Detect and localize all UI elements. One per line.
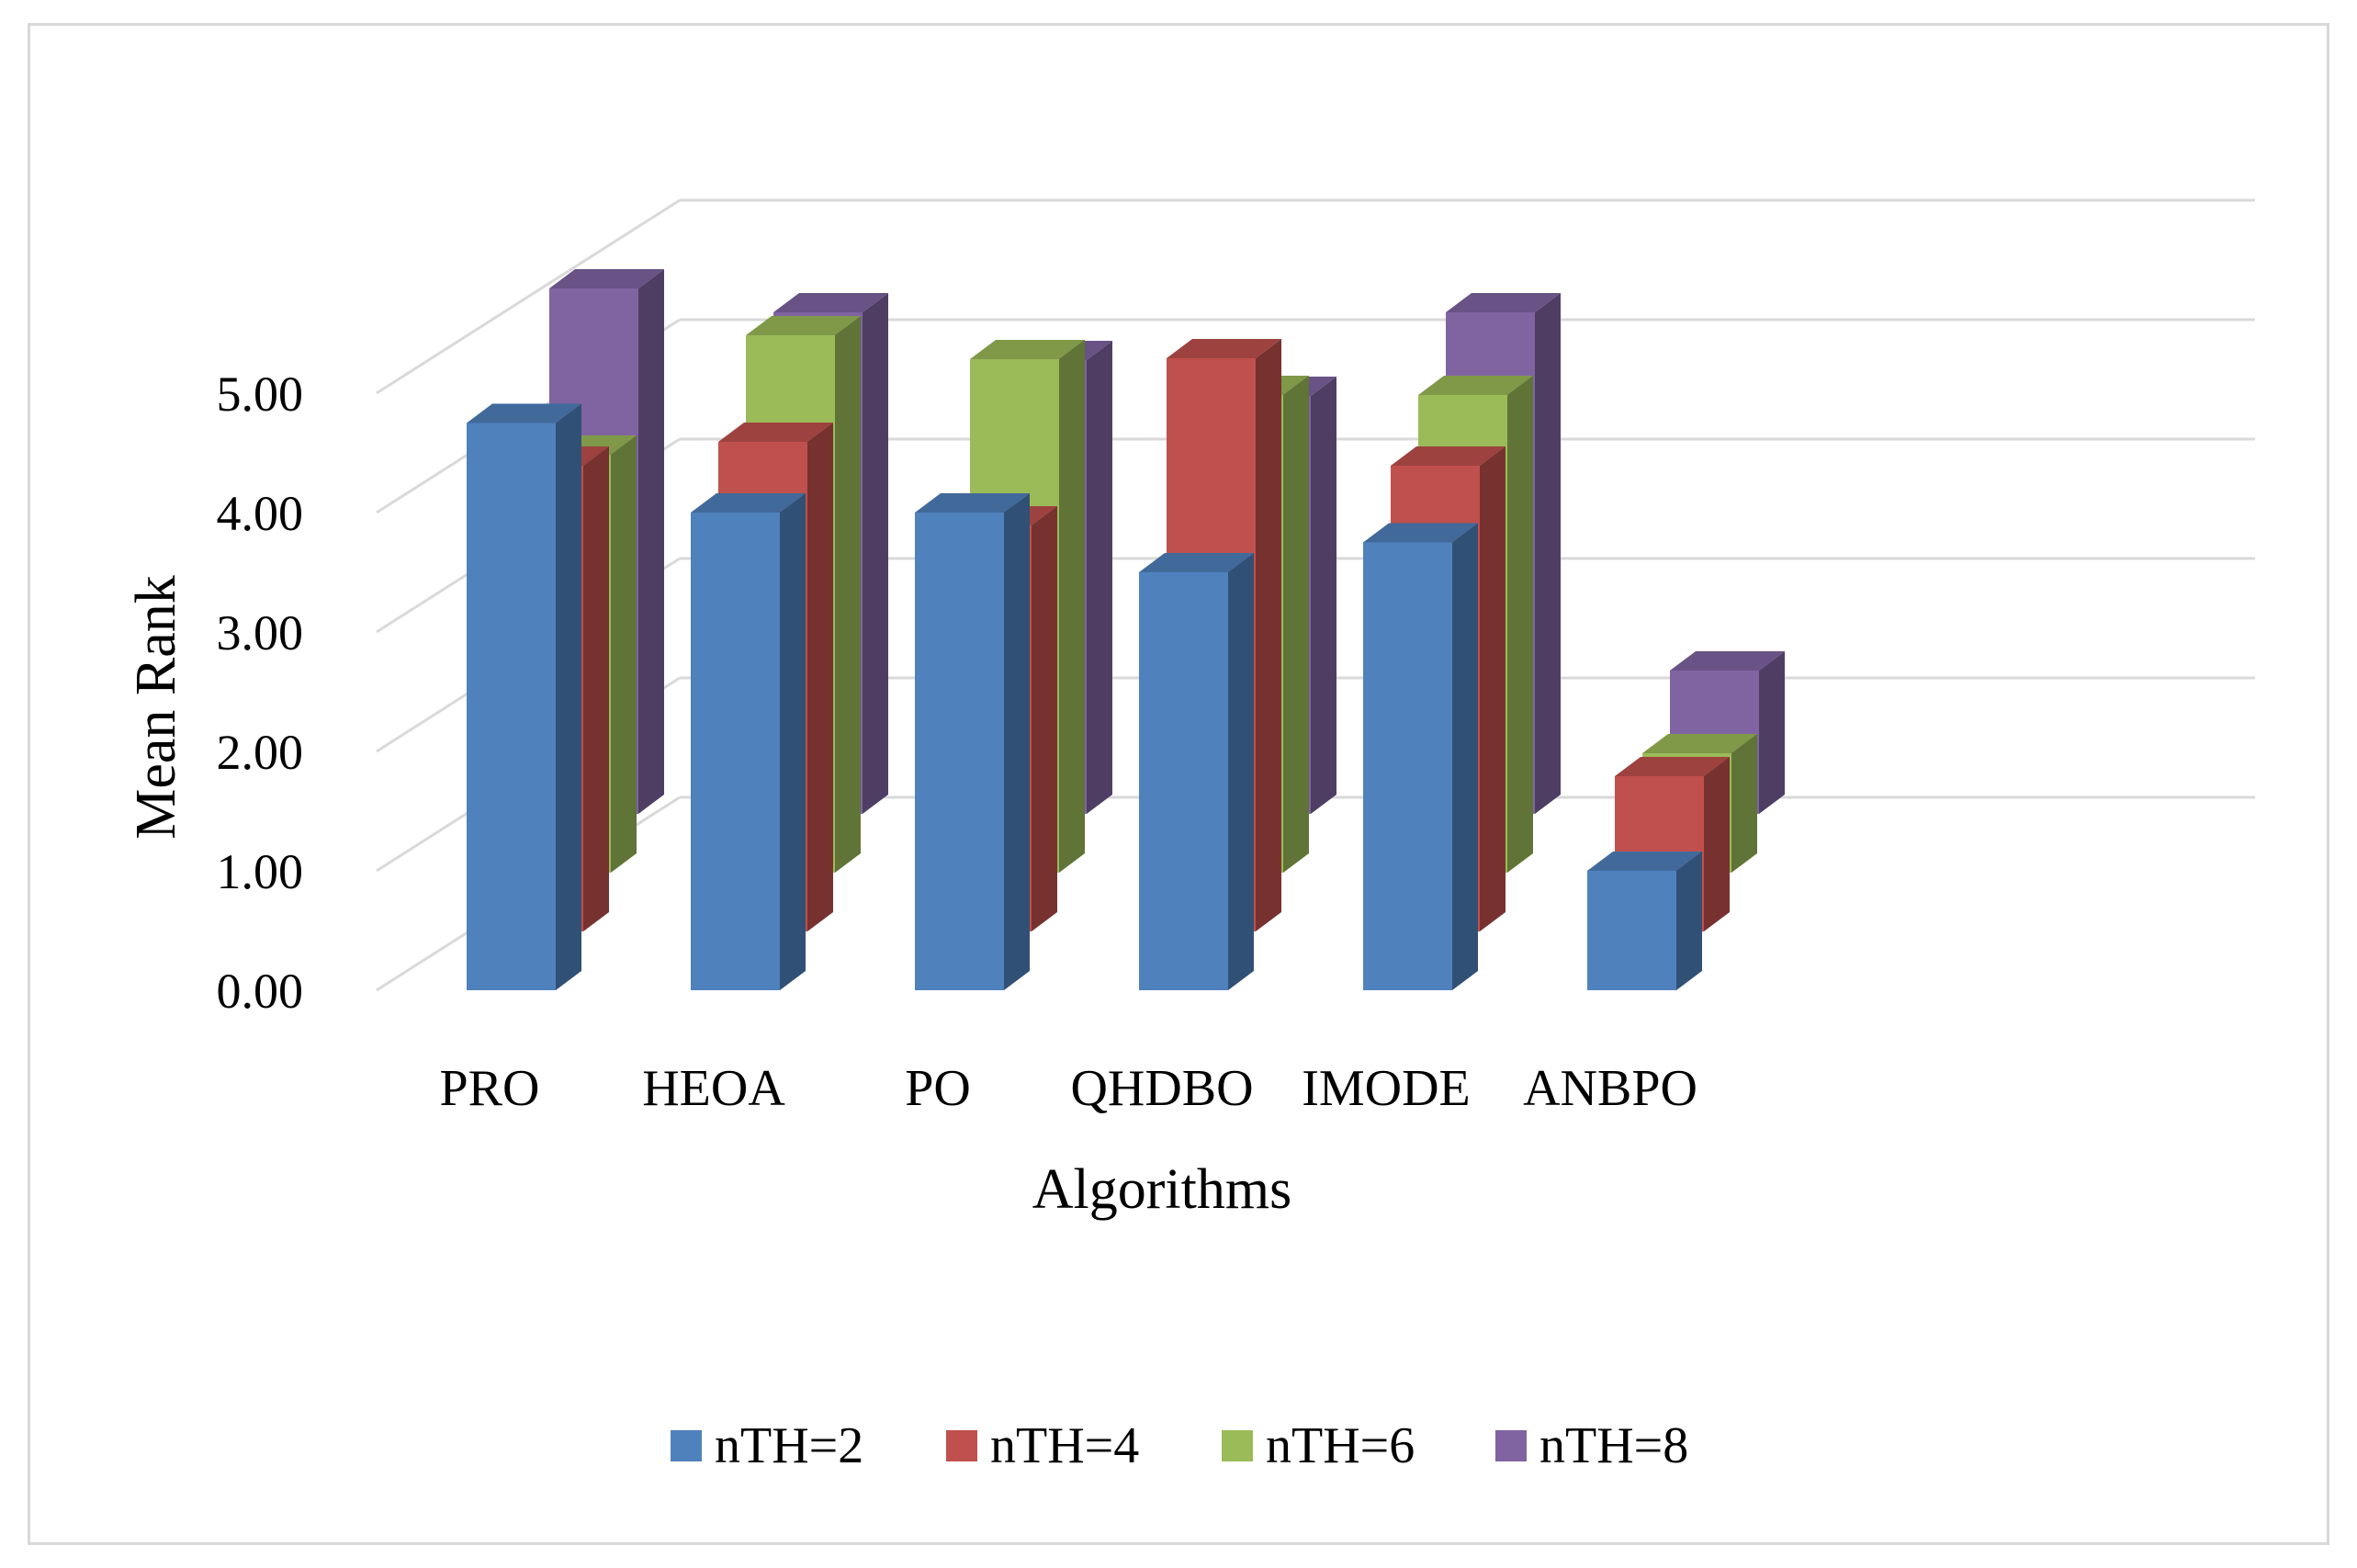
x-category-label: IMODE xyxy=(1302,1060,1471,1117)
y-tick-label: 3.00 xyxy=(217,605,304,660)
x-category-label: QHDBO xyxy=(1070,1060,1253,1117)
grid-diagonal xyxy=(376,198,681,395)
bar-nTH=2-QHDBO xyxy=(1139,553,1254,990)
bar-nTH=2-PRO xyxy=(467,403,581,990)
legend: nTH=2 nTH=4 nTH=6 nTH=8 xyxy=(671,1417,1688,1474)
legend-item: nTH=8 xyxy=(1495,1417,1688,1474)
x-category-label: HEOA xyxy=(642,1060,785,1117)
y-tick-label: 1.00 xyxy=(217,844,304,899)
legend-swatch xyxy=(1495,1430,1527,1461)
bar-nTH=2-ANBPO xyxy=(1587,852,1702,990)
x-category-label: PRO xyxy=(440,1060,540,1117)
legend-item: nTH=2 xyxy=(671,1417,863,1474)
legend-label: nTH=8 xyxy=(1539,1417,1688,1474)
y-tick-label: 2.00 xyxy=(217,725,304,780)
y-tick-label: 0.00 xyxy=(217,964,304,1019)
bar-nTH=2-IMODE xyxy=(1363,523,1478,990)
x-axis-categories: PRO HEOA PO QHDBO IMODE ANBPO xyxy=(440,1060,1697,1117)
legend-swatch xyxy=(1222,1430,1253,1461)
y-tick-label: 5.00 xyxy=(217,367,304,422)
legend-label: nTH=4 xyxy=(990,1417,1139,1474)
bars xyxy=(467,269,1785,990)
legend-swatch xyxy=(671,1430,702,1461)
x-axis-title: Algorithms xyxy=(1032,1158,1291,1221)
bar-nTH=2-PO xyxy=(915,493,1030,990)
legend-item: nTH=4 xyxy=(946,1417,1139,1474)
y-tick-label: 4.00 xyxy=(217,486,304,541)
legend-label: nTH=6 xyxy=(1266,1417,1415,1474)
legend-item: nTH=6 xyxy=(1222,1417,1415,1474)
legend-label: nTH=2 xyxy=(715,1417,863,1474)
bar-nTH=2-HEOA xyxy=(691,493,806,990)
x-category-label: PO xyxy=(905,1060,971,1117)
y-axis-title: Mean Rank xyxy=(125,575,187,840)
x-category-label: ANBPO xyxy=(1523,1060,1697,1117)
legend-swatch xyxy=(946,1430,977,1461)
y-axis-ticks: 0.00 1.00 2.00 3.00 4.00 5.00 xyxy=(217,367,304,1019)
